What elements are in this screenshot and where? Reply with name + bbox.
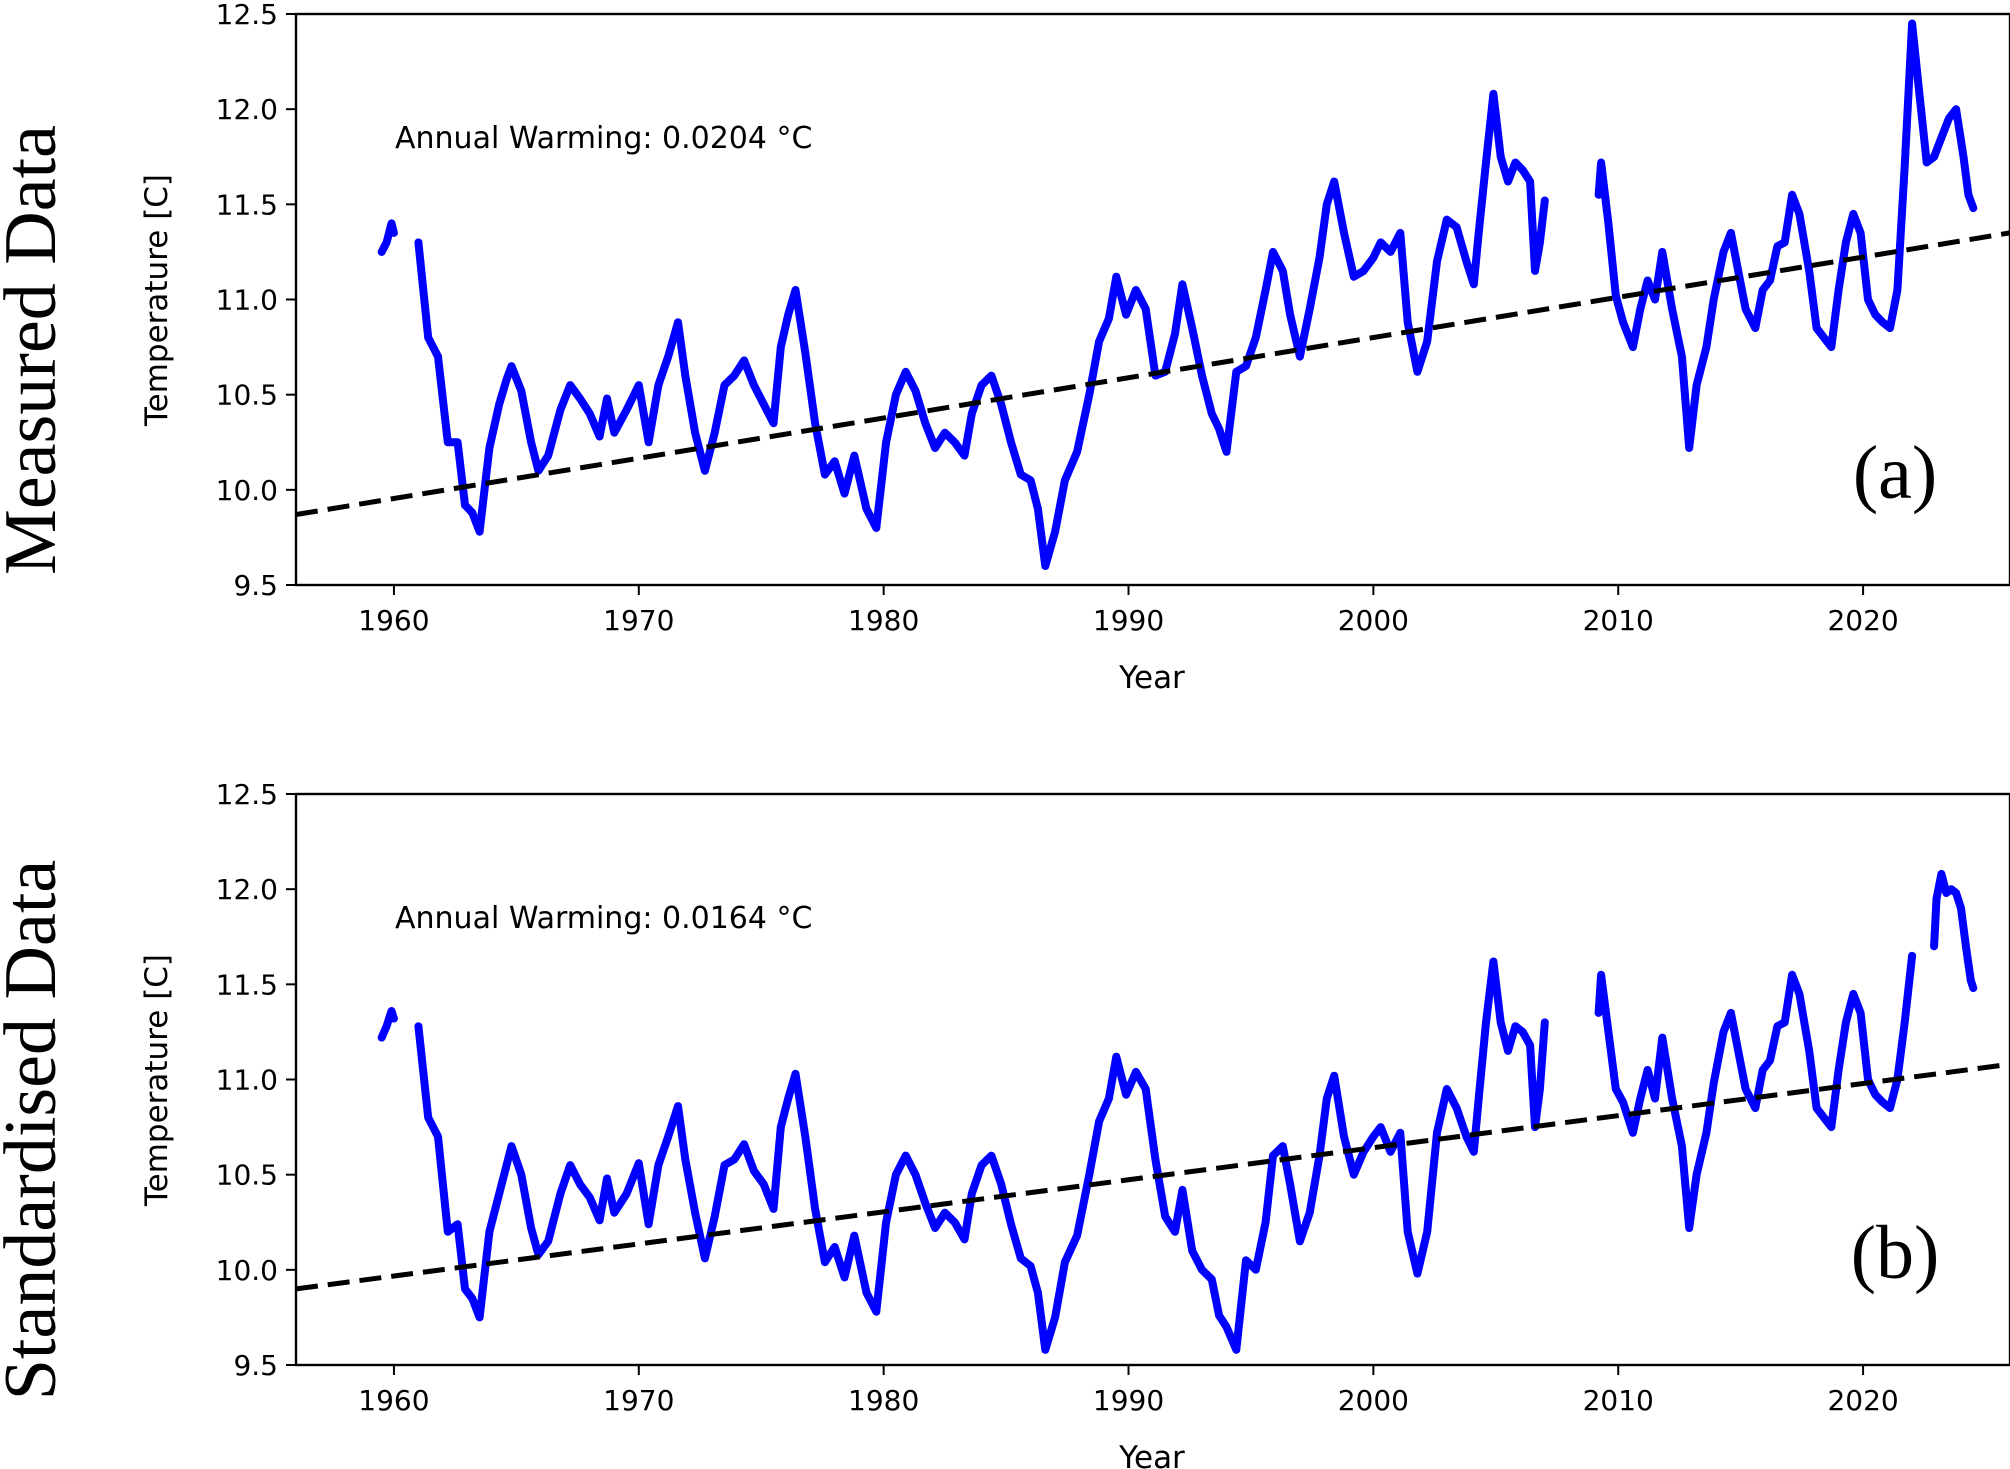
y-tick-label: 10.5 xyxy=(216,379,278,412)
x-axis-title: Year xyxy=(1118,1440,1185,1469)
x-tick-label: 2020 xyxy=(1827,1384,1898,1417)
x-tick-label: 1980 xyxy=(848,1384,919,1417)
y-tick-label: 10.5 xyxy=(216,1159,278,1192)
temperature-series-line xyxy=(377,219,398,256)
panel-side-label: Standardised Data xyxy=(0,860,72,1400)
y-tick-label: 11.0 xyxy=(216,284,278,317)
trend-line xyxy=(296,1061,2010,1292)
y-tick-label: 11.5 xyxy=(216,188,278,221)
y-tick-label: 12.5 xyxy=(216,778,278,811)
x-tick-label: 2020 xyxy=(1827,604,1898,637)
y-tick-label: 12.0 xyxy=(216,873,278,906)
temperature-series-line xyxy=(414,957,1549,1354)
x-tick-label: 2010 xyxy=(1583,1384,1654,1417)
panel-standardised: Standardised Data 1960 1970 1980 1990 2000 20… xyxy=(0,778,2010,1469)
plot-area: 1960 1970 1980 1990 2000 2010 2020 9.5 10.0 10.5 1… xyxy=(216,0,2010,637)
x-tick-label: 2000 xyxy=(1338,604,1409,637)
temperature-series-line xyxy=(377,1007,398,1042)
temperature-series-line xyxy=(414,89,1549,570)
x-axis-title: Year xyxy=(1118,660,1185,696)
annotation-annual-warming: Annual Warming: 0.0204 °C xyxy=(395,121,812,156)
x-tick-label: 1990 xyxy=(1093,604,1164,637)
x-tick-label: 1990 xyxy=(1093,1384,1164,1417)
x-tick-label: 1960 xyxy=(358,604,429,637)
temperature-series-line xyxy=(1594,951,1917,1232)
panel-side-label: Measured Data xyxy=(0,125,72,575)
x-tick-label: 2000 xyxy=(1338,1384,1409,1417)
y-tick-label: 12.5 xyxy=(216,0,278,31)
y-axis-title: Temperature [C] xyxy=(139,174,175,427)
y-axis-title: Temperature [C] xyxy=(139,954,175,1207)
y-tick-label: 11.0 xyxy=(216,1064,278,1097)
panel-label: (b) xyxy=(1851,1211,1940,1295)
trend-line xyxy=(296,230,2010,518)
x-tick-label: 1960 xyxy=(358,1384,429,1417)
y-tick-label: 9.5 xyxy=(233,1349,278,1382)
y-tick-label: 12.0 xyxy=(216,93,278,126)
x-tick-label: 1970 xyxy=(603,1384,674,1417)
panel-measured: Measured Data 1960 1970 1980 1990 2000 2010 20… xyxy=(0,0,2010,696)
annotation-annual-warming: Annual Warming: 0.0164 °C xyxy=(395,901,812,936)
x-tick-label: 1970 xyxy=(603,604,674,637)
y-tick-label: 10.0 xyxy=(216,1254,278,1287)
x-tick-label: 1980 xyxy=(848,604,919,637)
y-tick-label: 10.0 xyxy=(216,474,278,507)
temperature-series-line xyxy=(1594,19,1978,452)
temperature-series-line xyxy=(1930,869,1978,993)
plot-area: 1960 1970 1980 1990 2000 2010 2020 9.5 10.0 10.5 1… xyxy=(216,778,2010,1417)
panel-label: (a) xyxy=(1853,431,1937,515)
y-tick-label: 9.5 xyxy=(233,569,278,602)
x-tick-label: 2010 xyxy=(1583,604,1654,637)
y-tick-label: 11.5 xyxy=(216,968,278,1001)
